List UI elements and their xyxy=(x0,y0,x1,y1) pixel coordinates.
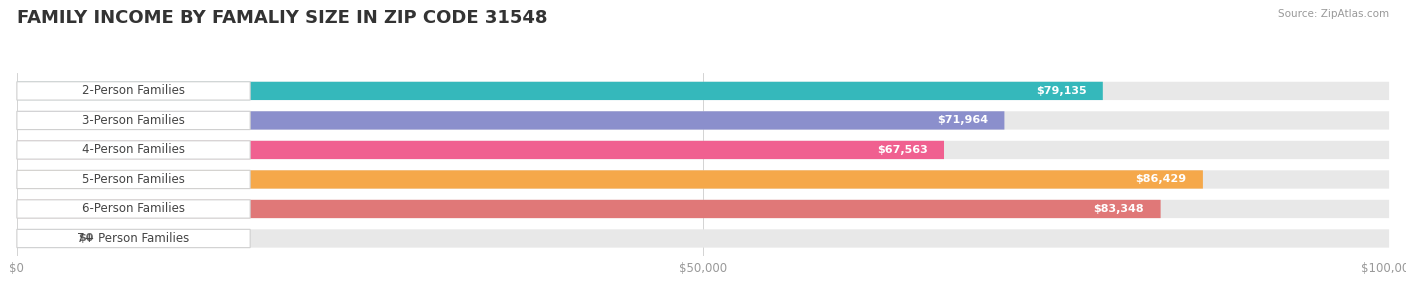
FancyBboxPatch shape xyxy=(17,141,943,159)
Text: $79,135: $79,135 xyxy=(1036,86,1087,96)
FancyBboxPatch shape xyxy=(17,82,1389,100)
FancyBboxPatch shape xyxy=(17,82,1102,100)
Text: 6-Person Families: 6-Person Families xyxy=(82,203,186,215)
Text: $71,964: $71,964 xyxy=(936,115,988,125)
FancyBboxPatch shape xyxy=(17,141,1389,159)
Text: $86,429: $86,429 xyxy=(1135,174,1187,185)
FancyBboxPatch shape xyxy=(17,229,250,248)
FancyBboxPatch shape xyxy=(17,200,1389,218)
FancyBboxPatch shape xyxy=(17,229,1389,248)
FancyBboxPatch shape xyxy=(17,111,1389,130)
FancyBboxPatch shape xyxy=(17,141,250,159)
Text: 4-Person Families: 4-Person Families xyxy=(82,143,186,156)
FancyBboxPatch shape xyxy=(17,82,250,100)
Text: 3-Person Families: 3-Person Families xyxy=(82,114,186,127)
Text: $83,348: $83,348 xyxy=(1094,204,1144,214)
Text: Source: ZipAtlas.com: Source: ZipAtlas.com xyxy=(1278,9,1389,19)
FancyBboxPatch shape xyxy=(17,200,250,218)
FancyBboxPatch shape xyxy=(17,111,250,130)
Text: 5-Person Families: 5-Person Families xyxy=(82,173,186,186)
FancyBboxPatch shape xyxy=(17,200,1160,218)
Text: FAMILY INCOME BY FAMALIY SIZE IN ZIP CODE 31548: FAMILY INCOME BY FAMALIY SIZE IN ZIP COD… xyxy=(17,9,547,27)
Text: 7+ Person Families: 7+ Person Families xyxy=(77,232,190,245)
FancyBboxPatch shape xyxy=(17,170,1204,188)
FancyBboxPatch shape xyxy=(17,111,1004,130)
Text: 2-Person Families: 2-Person Families xyxy=(82,84,186,97)
FancyBboxPatch shape xyxy=(17,170,1389,188)
FancyBboxPatch shape xyxy=(17,229,72,248)
Text: $0: $0 xyxy=(79,234,94,243)
Text: $67,563: $67,563 xyxy=(877,145,928,155)
FancyBboxPatch shape xyxy=(17,170,250,188)
